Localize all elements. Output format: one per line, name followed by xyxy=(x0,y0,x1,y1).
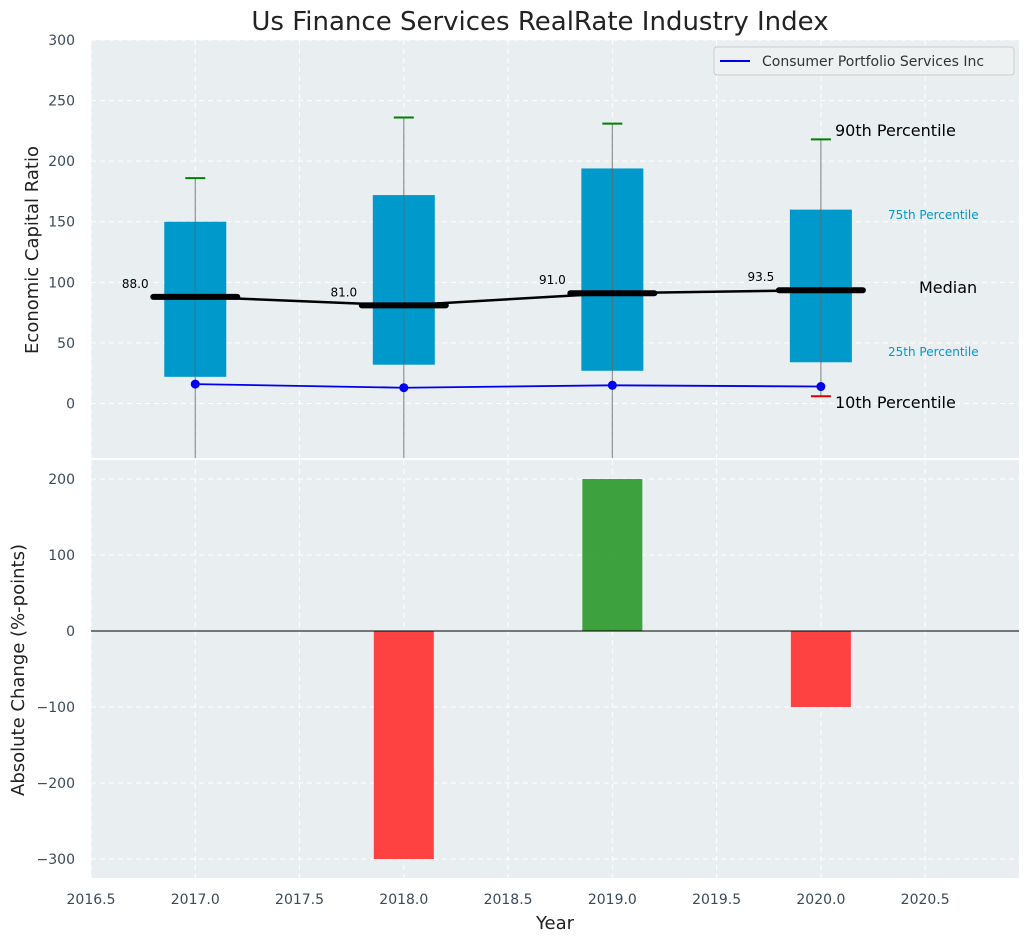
x-axis-title: Year xyxy=(535,913,575,934)
company-line xyxy=(195,383,821,389)
annotation-p75: 75th Percentile xyxy=(888,208,979,222)
x-tick-label: 2019.0 xyxy=(588,892,637,908)
top-y-tick-label: 300 xyxy=(48,33,75,49)
company-series xyxy=(190,379,826,393)
bottom-y-tick-label: 0 xyxy=(66,624,75,640)
x-tick-label: 2018.5 xyxy=(484,892,533,908)
percentile-boxes: 88.0 81.0 91.0 93.5 xyxy=(122,116,866,458)
bottom-y-axis-title: Absolute Change (%-points) xyxy=(8,544,29,796)
annotation-p90: 90th Percentile xyxy=(835,121,956,140)
top-y-tick-label: 250 xyxy=(48,94,75,110)
legend-box xyxy=(713,46,1015,76)
bottom-y-ticks: −300 −200 −100 0 100 200 xyxy=(37,472,75,868)
top-plot-area xyxy=(91,40,1019,458)
company-point xyxy=(190,379,200,389)
median-value-label: 91.0 xyxy=(539,273,566,287)
bottom-y-tick-label: −200 xyxy=(37,776,75,792)
x-tick-label: 2019.5 xyxy=(692,892,741,908)
annotation-p25: 25th Percentile xyxy=(888,345,979,359)
negative-change-bar xyxy=(373,631,434,859)
x-tick-label: 2017.5 xyxy=(275,892,324,908)
top-y-ticks: 0 50 100 150 200 250 300 xyxy=(48,33,75,412)
legend: Consumer Portfolio Services Inc xyxy=(713,46,1015,76)
negative-change-bar xyxy=(790,631,851,707)
annotation-median: Median xyxy=(919,278,977,297)
x-ticks: 2016.5 2017.0 2017.5 2018.0 2018.5 2019.0 2019… xyxy=(67,892,950,908)
median-value-label: 88.0 xyxy=(122,277,149,291)
company-point xyxy=(816,382,826,392)
change-bars xyxy=(373,479,851,859)
x-tick-label: 2016.5 xyxy=(67,892,116,908)
bottom-y-tick-label: 200 xyxy=(48,472,75,488)
x-tick-label: 2018.0 xyxy=(379,892,428,908)
bottom-y-tick-label: −100 xyxy=(37,700,75,716)
bottom-y-tick-label: −300 xyxy=(37,852,75,868)
median-trend-line xyxy=(195,288,821,307)
top-y-tick-label: 0 xyxy=(66,396,75,412)
top-y-tick-label: 50 xyxy=(57,336,75,352)
median-value-label: 93.5 xyxy=(748,270,775,284)
company-point xyxy=(399,383,409,393)
top-y-axis-title: Economic Capital Ratio xyxy=(22,146,43,354)
chart-title: Us Finance Services RealRate Industry In… xyxy=(251,7,828,37)
company-point xyxy=(607,380,617,390)
bottom-y-tick-label: 100 xyxy=(48,548,75,564)
positive-change-bar xyxy=(582,479,643,631)
top-y-tick-label: 150 xyxy=(48,215,75,231)
x-tick-label: 2020.5 xyxy=(901,892,950,908)
x-tick-label: 2020.0 xyxy=(796,892,845,908)
bottom-plot-area xyxy=(91,460,1019,878)
top-y-tick-label: 200 xyxy=(48,154,75,170)
median-value-label: 81.0 xyxy=(330,285,357,299)
legend-label: Consumer Portfolio Services Inc xyxy=(762,54,984,70)
top-y-tick-label: 100 xyxy=(48,275,75,291)
x-tick-label: 2017.0 xyxy=(171,892,220,908)
annotation-p10: 10th Percentile xyxy=(835,393,956,412)
